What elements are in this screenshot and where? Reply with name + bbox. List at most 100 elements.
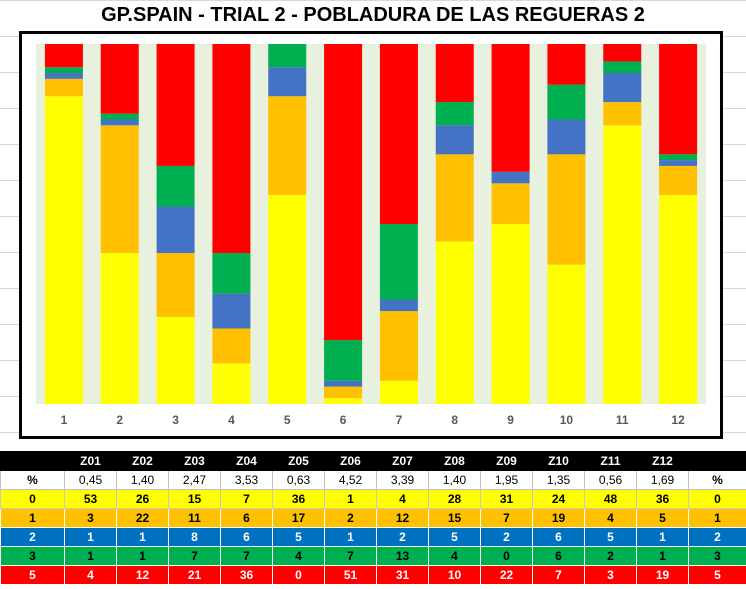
bar-segment-z10-class-1	[547, 154, 586, 265]
bar-segment-z2-class-5	[100, 44, 139, 114]
table-cell: 1	[64, 527, 117, 547]
table-cell: Z12	[636, 451, 689, 471]
bar-segment-z2-class-2	[100, 119, 139, 126]
table-cell: 8	[168, 527, 221, 547]
table-cell: 6	[532, 546, 585, 566]
x-tick-label: 11	[616, 413, 629, 427]
table-cell: 5	[272, 527, 325, 547]
x-tick-label: 12	[671, 413, 685, 427]
bar-segment-z10-class-2	[547, 119, 586, 155]
table-cell: 12	[116, 565, 169, 585]
table-row-class-0: 0 53 26 15 7 36 1 4 28 31 24 48 36 0	[0, 489, 746, 509]
bar-segment-z5-class-0	[268, 194, 307, 404]
table-cell: 51	[324, 565, 377, 585]
table-cell: 12	[376, 508, 429, 528]
bar-segment-z3-class-1	[156, 253, 195, 317]
bar-segment-z1-class-5	[44, 44, 83, 68]
table-cell: 3	[584, 565, 637, 585]
table-cell: 6	[532, 527, 585, 547]
table-cell: 0,45	[64, 470, 117, 490]
row-label-cell: 5	[0, 565, 65, 585]
table-cell: 4,52	[324, 470, 377, 490]
bar-segment-z12-class-0	[659, 194, 698, 404]
x-tick-label: 4	[228, 413, 235, 427]
bar-segment-z7-class-5	[379, 44, 418, 224]
bar-segment-z1-class-3	[44, 67, 83, 74]
x-tick-label: 9	[507, 413, 514, 427]
bar-segment-z4-class-0	[212, 363, 251, 404]
table-cell: 4	[428, 546, 481, 566]
bar-segment-z4-class-3	[212, 253, 251, 294]
x-tick-label: 8	[451, 413, 458, 427]
table-cell: 22	[116, 508, 169, 528]
bar-segment-z4-class-5	[212, 44, 251, 254]
table-cell: 7	[532, 565, 585, 585]
bar-segment-z7-class-1	[379, 311, 418, 381]
table-cell: 22	[480, 565, 533, 585]
table-row-class-1: 1 3 22 11 6 17 2 12 15 7 19 4 5 1	[0, 508, 746, 528]
row-label-cell: %	[0, 470, 65, 490]
table-cell: 7	[220, 489, 273, 509]
row-label-cell: 1	[0, 508, 65, 528]
table-cell: 7	[168, 546, 221, 566]
bar-segment-z11-class-5	[603, 44, 642, 62]
table-cell: Z03	[168, 451, 221, 471]
bar-segment-z11-class-0	[603, 125, 642, 404]
table-cell: 1	[636, 527, 689, 547]
table-cell: 1	[64, 546, 117, 566]
x-tick-label: 7	[396, 413, 403, 427]
bar-segment-z6-class-5	[324, 44, 363, 341]
table-cell: 36	[220, 565, 273, 585]
bar-segment-z2-class-1	[100, 125, 139, 254]
bar-segment-z9-class-2	[491, 171, 530, 184]
bar-segment-z5-class-1	[268, 96, 307, 195]
bar-segment-z11-class-2	[603, 73, 642, 103]
bar-segment-z2-class-0	[100, 253, 139, 404]
row-label-cell	[0, 451, 65, 471]
bar-segment-z11-class-3	[603, 61, 642, 74]
bar-segment-z11-class-1	[603, 102, 642, 126]
bar-segment-z10-class-3	[547, 84, 586, 120]
zone-data-table: Z01 Z02 Z03 Z04 Z05 Z06 Z07 Z08 Z09 Z10 Z11 Z12% 0,4…	[0, 451, 746, 585]
row-end-label-cell: 1	[688, 508, 746, 528]
table-cell: 6	[220, 508, 273, 528]
bar-segment-z3-class-5	[156, 44, 195, 166]
table-cell: 6	[220, 527, 273, 547]
row-label-cell: 2	[0, 527, 65, 547]
chart-title: GP.SPAIN - TRIAL 2 - POBLADURA DE LAS RE…	[101, 4, 645, 26]
table-cell: Z04	[220, 451, 273, 471]
table-cell: 36	[272, 489, 325, 509]
table-cell: 1	[636, 546, 689, 566]
table-cell: 48	[584, 489, 637, 509]
bar-segment-z2-class-3	[100, 113, 139, 120]
bar-segment-z1-class-0	[44, 96, 83, 404]
table-cell: 3,39	[376, 470, 429, 490]
plot-area	[36, 44, 706, 404]
x-tick-label: 6	[340, 413, 347, 427]
bar-segment-z8-class-1	[435, 154, 474, 242]
row-end-label-cell: 2	[688, 527, 746, 547]
x-tick-label: 1	[61, 413, 68, 427]
table-cell: 21	[168, 565, 221, 585]
bar-segment-z9-class-1	[491, 183, 530, 224]
table-cell: Z11	[584, 451, 637, 471]
bar-segment-z7-class-0	[379, 380, 418, 404]
table-cell: Z01	[64, 451, 117, 471]
table-cell: 7	[324, 546, 377, 566]
row-end-label-cell: 5	[688, 565, 746, 585]
table-cell: 5	[428, 527, 481, 547]
table-cell: 10	[428, 565, 481, 585]
table-cell: 0	[480, 546, 533, 566]
bar-segment-z1-class-1	[44, 78, 83, 97]
bar-segment-z6-class-0	[324, 398, 363, 404]
row-end-label-cell: 3	[688, 546, 746, 566]
stacked-bar-chart: 1 2 3 4 5 6 7 8 9 10 11 12	[36, 44, 706, 427]
table-cell: 19	[636, 565, 689, 585]
table-cell: 1,40	[116, 470, 169, 490]
x-tick-label: 5	[284, 413, 291, 427]
table-cell: 19	[532, 508, 585, 528]
bar-segment-z5-class-2	[268, 67, 307, 97]
row-end-label-cell	[688, 451, 746, 471]
table-row-class-3: 3 1 1 7 7 4 7 13 4 0 6 2 1 3	[0, 546, 746, 566]
table-cell: 17	[272, 508, 325, 528]
